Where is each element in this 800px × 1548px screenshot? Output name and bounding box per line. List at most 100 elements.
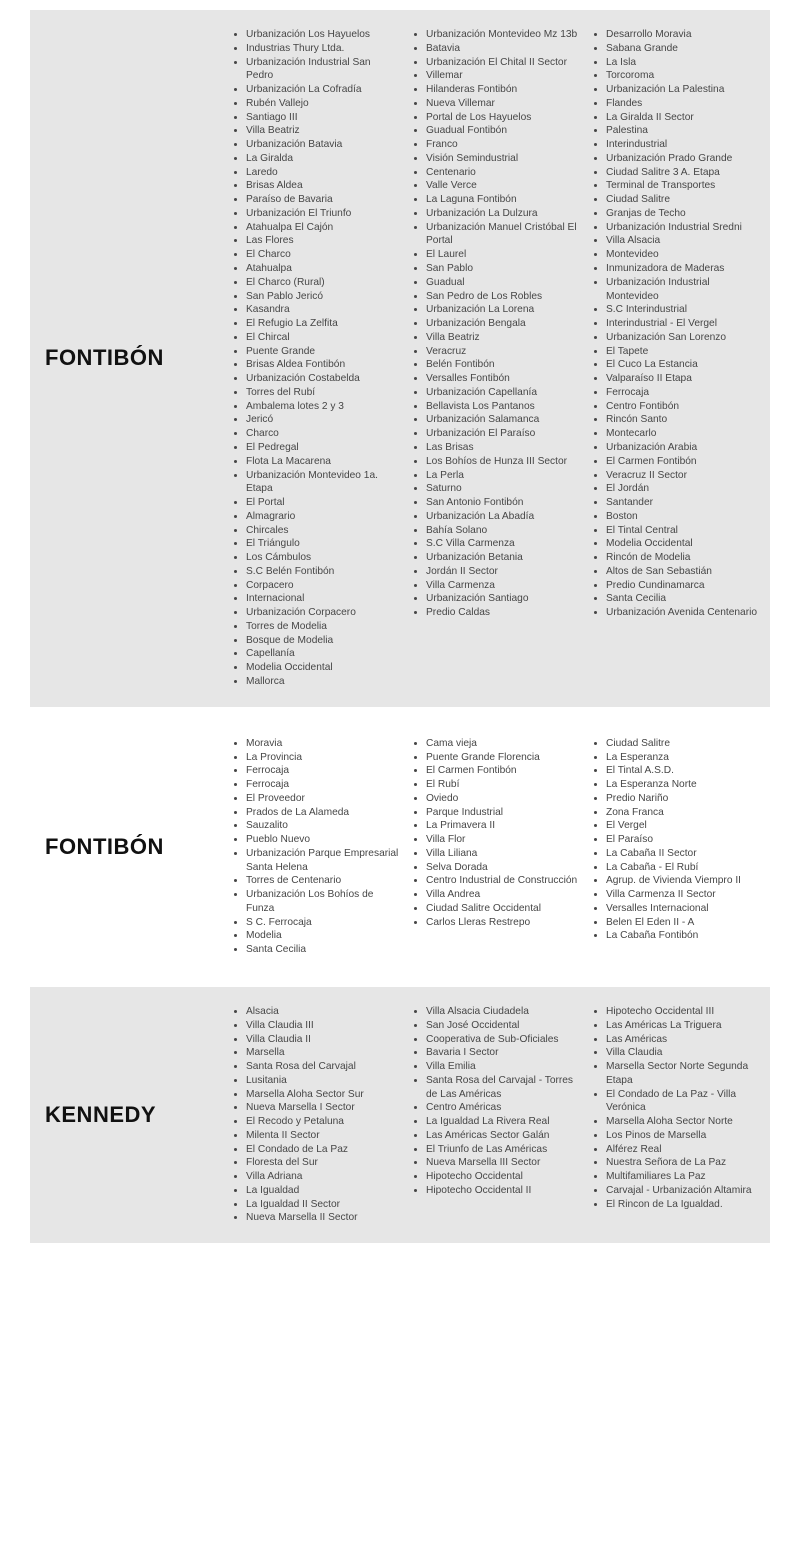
list-item: Internacional	[246, 592, 400, 606]
list-item: Bavaria I Sector	[426, 1046, 580, 1060]
list-item: Urbanización Prado Grande	[606, 152, 760, 166]
list-item: Las Américas Sector Galán	[426, 1129, 580, 1143]
item-list: Urbanización Los HayuelosIndustrias Thur…	[230, 28, 400, 689]
list-item: Villa Flor	[426, 833, 580, 847]
list-item: Bahía Solano	[426, 524, 580, 538]
list-item: Ciudad Salitre Occidental	[426, 902, 580, 916]
list-item: Belén Fontibón	[426, 358, 580, 372]
list-item: Urbanización Montevideo 1a. Etapa	[246, 469, 400, 497]
list-item: Predio Cundinamarca	[606, 579, 760, 593]
list-item: Urbanización Los Hayuelos	[246, 28, 400, 42]
list-item: El Recodo y Petaluna	[246, 1115, 400, 1129]
list-item: Altos de San Sebastián	[606, 565, 760, 579]
list-item: Pueblo Nuevo	[246, 833, 400, 847]
list-item: Villa Alsacia Ciudadela	[426, 1005, 580, 1019]
list-item: Nueva Marsella II Sector	[246, 1211, 400, 1225]
list-item: Parque Industrial	[426, 806, 580, 820]
list-item: Puente Grande	[246, 345, 400, 359]
list-item: Cooperativa de Sub-Oficiales	[426, 1033, 580, 1047]
section-0: FONTIBÓNUrbanización Los HayuelosIndustr…	[30, 10, 770, 707]
list-item: El Refugio La Zelfita	[246, 317, 400, 331]
list-item: Villa Claudia	[606, 1046, 760, 1060]
list-item: Ferrocaja	[246, 778, 400, 792]
list-item: Guadual Fontibón	[426, 124, 580, 138]
section-columns: Urbanización Los HayuelosIndustrias Thur…	[230, 28, 760, 689]
list-item: Urbanización Batavia	[246, 138, 400, 152]
column-0: MoraviaLa ProvinciaFerrocajaFerrocajaEl …	[230, 737, 400, 957]
list-item: Urbanización Avenida Centenario	[606, 606, 760, 620]
list-item: La Primavera II	[426, 819, 580, 833]
list-item: Interindustrial - El Vergel	[606, 317, 760, 331]
list-item: Chircales	[246, 524, 400, 538]
section-1: FONTIBÓNMoraviaLa ProvinciaFerrocajaFerr…	[30, 719, 770, 975]
list-item: La Perla	[426, 469, 580, 483]
list-item: Urbanización Bengala	[426, 317, 580, 331]
list-item: Puente Grande Florencia	[426, 751, 580, 765]
list-item: La Cabaña - El Rubí	[606, 861, 760, 875]
list-item: Veracruz II Sector	[606, 469, 760, 483]
list-item: Prados de La Alameda	[246, 806, 400, 820]
list-item: Bosque de Modelia	[246, 634, 400, 648]
list-item: Selva Dorada	[426, 861, 580, 875]
list-item: El Carmen Fontibón	[426, 764, 580, 778]
list-item: Modelia	[246, 929, 400, 943]
section-title: KENNEDY	[40, 1102, 230, 1128]
list-item: Los Bohíos de Hunza III Sector	[426, 455, 580, 469]
list-item: Centro Industrial de Construcción	[426, 874, 580, 888]
section-columns: AlsaciaVilla Claudia IIIVilla Claudia II…	[230, 1005, 760, 1225]
list-item: Urbanización Arabia	[606, 441, 760, 455]
list-item: Villa Liliana	[426, 847, 580, 861]
list-item: Las Brisas	[426, 441, 580, 455]
list-item: Charco	[246, 427, 400, 441]
list-item: Milenta II Sector	[246, 1129, 400, 1143]
list-item: Modelia Occidental	[606, 537, 760, 551]
list-item: Atahualpa	[246, 262, 400, 276]
list-item: S.C Interindustrial	[606, 303, 760, 317]
list-item: Urbanización Salamanca	[426, 413, 580, 427]
list-item: Urbanización Industrial San Pedro	[246, 56, 400, 84]
list-item: La Provincia	[246, 751, 400, 765]
list-item: Centro Américas	[426, 1101, 580, 1115]
list-item: Villa Beatriz	[246, 124, 400, 138]
list-item: La Giralda II Sector	[606, 111, 760, 125]
list-item: Urbanización Los Bohíos de Funza	[246, 888, 400, 916]
list-item: Industrias Thury Ltda.	[246, 42, 400, 56]
list-item: El Cuco La Estancia	[606, 358, 760, 372]
list-item: Mallorca	[246, 675, 400, 689]
item-list: Hipotecho Occidental IIILas Américas La …	[590, 1005, 760, 1211]
item-list: Ciudad SalitreLa EsperanzaEl Tintal A.S.…	[590, 737, 760, 943]
list-item: Las Américas La Triguera	[606, 1019, 760, 1033]
list-item: El Tintal Central	[606, 524, 760, 538]
list-item: Nueva Marsella I Sector	[246, 1101, 400, 1115]
list-item: Flota La Macarena	[246, 455, 400, 469]
list-item: Ciudad Salitre	[606, 737, 760, 751]
list-item: La Esperanza Norte	[606, 778, 760, 792]
list-item: El Jordán	[606, 482, 760, 496]
list-item: Santa Rosa del Carvajal - Torres de Las …	[426, 1074, 580, 1102]
list-item: El Rubí	[426, 778, 580, 792]
list-item: La Giralda	[246, 152, 400, 166]
list-item: Predio Nariño	[606, 792, 760, 806]
column-2: Ciudad SalitreLa EsperanzaEl Tintal A.S.…	[590, 737, 760, 957]
list-item: Versalles Fontibón	[426, 372, 580, 386]
list-item: Urbanización Costabelda	[246, 372, 400, 386]
list-item: Villa Claudia III	[246, 1019, 400, 1033]
item-list: AlsaciaVilla Claudia IIIVilla Claudia II…	[230, 1005, 400, 1225]
list-item: Inmunizadora de Maderas	[606, 262, 760, 276]
list-item: Saturno	[426, 482, 580, 496]
list-item: Urbanización Corpacero	[246, 606, 400, 620]
list-item: Las Flores	[246, 234, 400, 248]
list-item: Desarrollo Moravia	[606, 28, 760, 42]
list-item: El Paraíso	[606, 833, 760, 847]
list-item: San Pablo Jericó	[246, 290, 400, 304]
list-item: Alsacia	[246, 1005, 400, 1019]
list-item: Nueva Villemar	[426, 97, 580, 111]
list-item: El Condado de La Paz	[246, 1143, 400, 1157]
column-1: Urbanización Montevideo Mz 13bBataviaUrb…	[410, 28, 580, 689]
list-item: Hipotecho Occidental	[426, 1170, 580, 1184]
list-item: Terminal de Transportes	[606, 179, 760, 193]
list-item: Hipotecho Occidental II	[426, 1184, 580, 1198]
list-item: Rubén Vallejo	[246, 97, 400, 111]
list-item: El Proveedor	[246, 792, 400, 806]
list-item: El Vergel	[606, 819, 760, 833]
